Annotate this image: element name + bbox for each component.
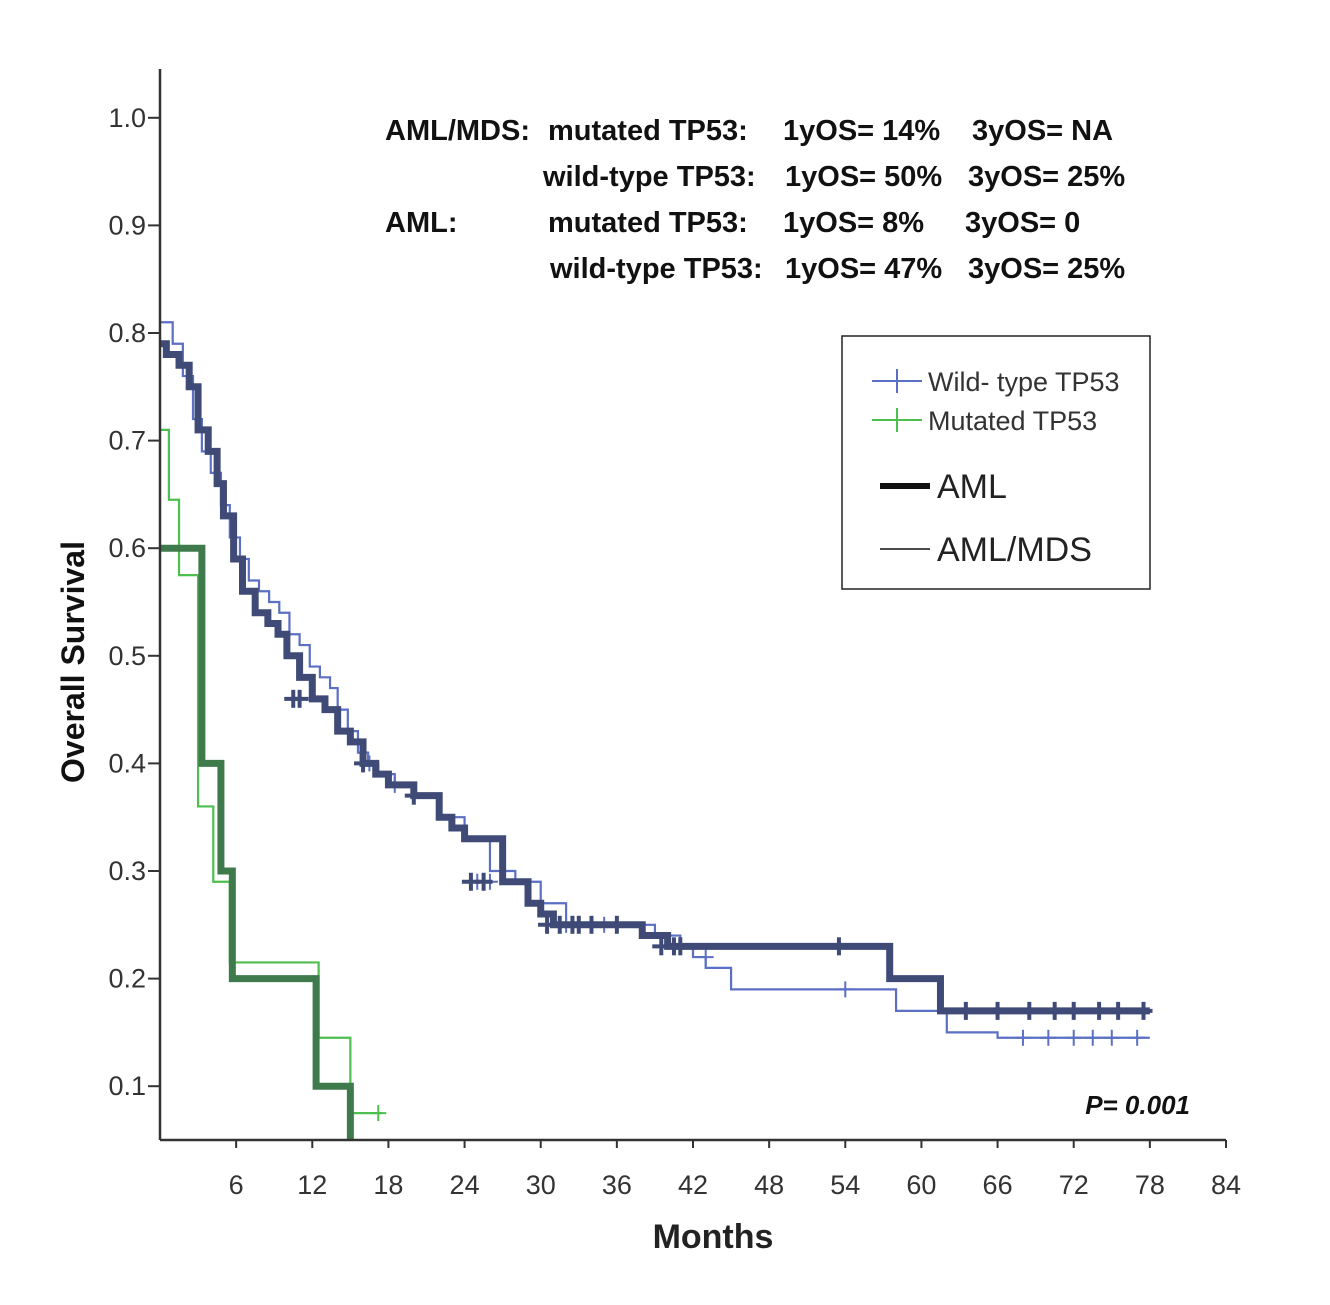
row4-mutation: wild-type TP53: <box>549 253 763 285</box>
row1-os1: 1yOS= 14% <box>783 115 940 147</box>
survival-step-line <box>160 428 383 1115</box>
series-aml-mutated <box>160 544 354 1140</box>
y-tick-label: 0.3 <box>108 856 146 886</box>
x-tick-label: 6 <box>229 1170 244 1200</box>
row3-mutation: mutated TP53: <box>548 207 748 239</box>
row1-group: AML/MDS: <box>385 115 530 147</box>
y-tick-label: 0.7 <box>108 426 146 456</box>
x-tick-label: 30 <box>526 1170 556 1200</box>
x-tick-label: 54 <box>830 1170 860 1200</box>
series-aml-wildtype <box>160 340 1153 1020</box>
row2-os3: 3yOS= 25% <box>968 161 1125 193</box>
y-tick-label: 1.0 <box>108 103 146 133</box>
row3-os1: 1yOS= 8% <box>783 207 924 239</box>
x-ticks: 6 12 18 24 30 36 42 48 54 60 66 72 78 84 <box>229 1140 1241 1200</box>
row4-os3: 3yOS= 25% <box>968 253 1125 285</box>
legend: Wild- type TP53 Mutated TP53 AML AML/MDS <box>841 335 1151 590</box>
x-tick-label: 66 <box>983 1170 1013 1200</box>
row4-os1: 1yOS= 47% <box>785 253 942 285</box>
x-tick-label: 60 <box>906 1170 936 1200</box>
x-tick-label: 24 <box>450 1170 480 1200</box>
axes: 6 12 18 24 30 36 42 48 54 60 66 72 78 84 0.1 0.2 0.3 0.4… <box>55 69 1241 1256</box>
x-tick-label: 18 <box>373 1170 403 1200</box>
row3-group: AML: <box>385 207 457 239</box>
row2-mutation: wild-type TP53: <box>542 161 756 193</box>
os-statistics: AML/MDS: mutated TP53: 1yOS= 14% 3yOS= N… <box>385 115 1125 285</box>
legend-box <box>841 335 1151 590</box>
y-tick-label: 0.8 <box>108 318 146 348</box>
y-tick-label: 0.2 <box>108 964 146 994</box>
x-tick-label: 78 <box>1135 1170 1165 1200</box>
x-tick-label: 36 <box>602 1170 632 1200</box>
y-ticks: 0.1 0.2 0.3 0.4 0.5 0.6 0.7 0.8 0.9 1.0 <box>108 103 160 1101</box>
legend-label-aml: AML <box>937 468 1007 506</box>
x-tick-label: 84 <box>1211 1170 1241 1200</box>
x-tick-label: 12 <box>297 1170 327 1200</box>
x-axis-title: Months <box>653 1218 774 1256</box>
series-group <box>160 321 1153 1140</box>
row1-mutation: mutated TP53: <box>548 115 748 147</box>
row2-os1: 1yOS= 50% <box>785 161 942 193</box>
y-tick-label: 0.9 <box>108 210 146 240</box>
p-value: P= 0.001 <box>1085 1090 1190 1120</box>
x-tick-label: 48 <box>754 1170 784 1200</box>
row1-os3: 3yOS= NA <box>972 115 1113 147</box>
y-tick-label: 0.1 <box>108 1071 146 1101</box>
legend-label-mutated: Mutated TP53 <box>928 406 1097 436</box>
row3-os3: 3yOS= 0 <box>965 207 1080 239</box>
series-amlmds-mutated <box>160 428 387 1122</box>
x-tick-label: 42 <box>678 1170 708 1200</box>
y-tick-label: 0.6 <box>108 533 146 563</box>
survival-step-line <box>160 544 354 1140</box>
legend-label-amlmds: AML/MDS <box>937 531 1092 569</box>
legend-label-wildtype: Wild- type TP53 <box>928 367 1120 397</box>
y-tick-label: 0.4 <box>108 748 146 778</box>
y-tick-label: 0.5 <box>108 641 146 671</box>
x-tick-label: 72 <box>1059 1170 1089 1200</box>
y-axis-title: Overall Survival <box>55 541 91 783</box>
